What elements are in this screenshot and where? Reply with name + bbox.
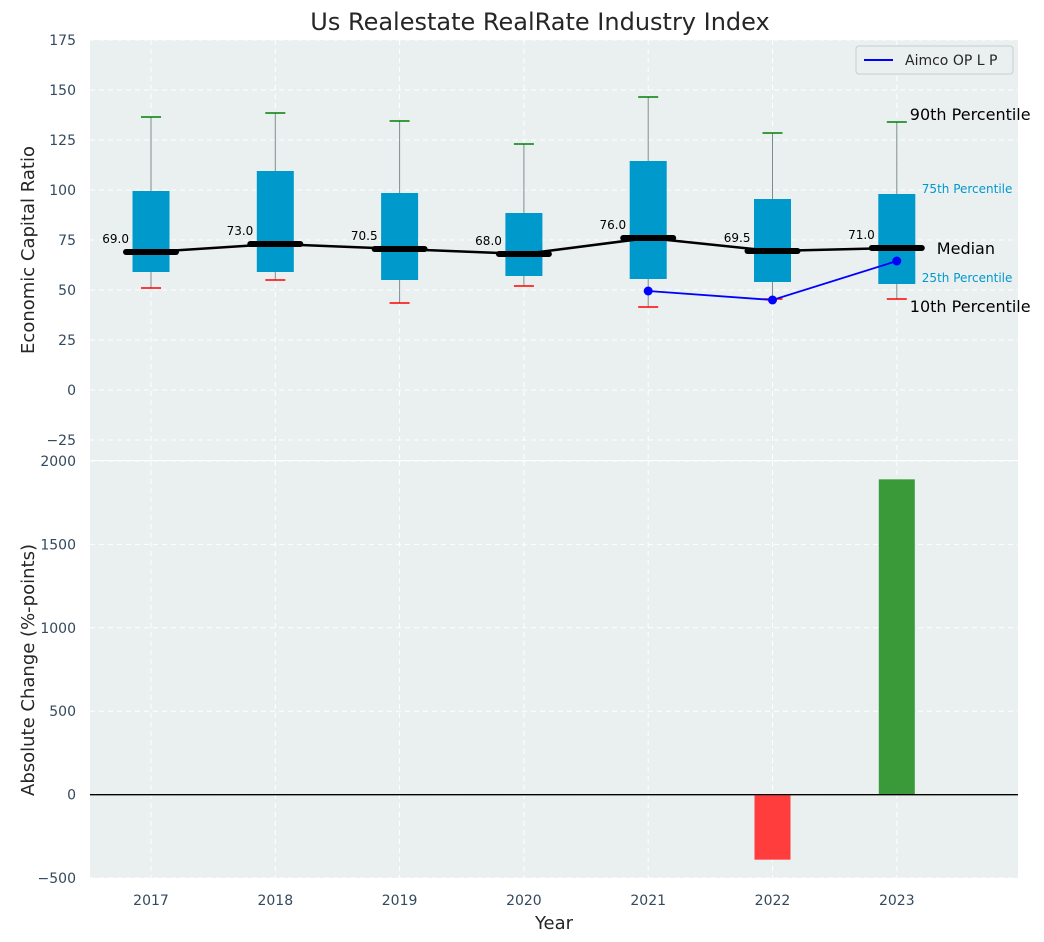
box-2022: [754, 199, 791, 282]
top-y-tick-label: 150: [49, 83, 76, 99]
top-y-tick-label: 100: [49, 183, 76, 199]
company-point-2022: [768, 295, 777, 305]
box-2019: [381, 193, 419, 280]
median-value-label: 71.0: [848, 228, 875, 242]
x-tick-label: 2022: [755, 893, 791, 909]
bottom-y-tick-labels: −500 0 500 1000 1500 2000: [38, 454, 76, 887]
bottom-panel-bars: [90, 479, 1018, 860]
chart-title: Us Realestate RealRate Industry Index: [310, 8, 769, 36]
annotation-90th-percentile: 90th Percentile: [910, 105, 1031, 124]
legend-entry-aimco: Aimco OP L P: [905, 53, 997, 69]
bottom-y-axis-label: Absolute Change (%-points): [18, 544, 39, 796]
x-tick-label: 2019: [382, 893, 418, 909]
box-2021: [629, 161, 667, 279]
top-panel-marks: 69.0 73.0 70.5 68.0 76.0 69.5 71.0: [102, 96, 925, 308]
bar-2023: [878, 479, 915, 795]
annotation-10th-percentile: 10th Percentile: [910, 297, 1031, 316]
top-y-tick-label: 175: [49, 33, 76, 49]
x-axis-label: Year: [534, 913, 574, 934]
legend-frame: [855, 45, 1014, 75]
annotation-median: Median: [937, 239, 995, 258]
top-y-tick-label: 0: [67, 383, 76, 399]
bottom-y-tick-label: 500: [49, 704, 76, 720]
annotation-25th-percentile: 25th Percentile: [922, 271, 1013, 285]
top-y-tick-label: 125: [49, 133, 76, 149]
top-y-axis-label: Economic Capital Ratio: [18, 146, 39, 354]
median-value-label: 68.0: [475, 234, 502, 248]
bottom-y-tick-label: 1500: [40, 537, 76, 553]
bar-2022: [754, 794, 791, 860]
annotation-75th-percentile: 75th Percentile: [922, 182, 1013, 196]
x-tick-label: 2021: [630, 893, 666, 909]
box-2020: [505, 213, 543, 276]
x-tick-label: 2018: [257, 893, 293, 909]
top-y-tick-label: 50: [58, 283, 76, 299]
box-2023: [878, 194, 916, 284]
top-y-tick-labels: −25 0 25 50 75 100 125 150 175: [46, 33, 76, 449]
bottom-y-tick-label: −500: [38, 871, 76, 887]
x-tick-label: 2023: [879, 893, 915, 909]
box-2018: [256, 171, 294, 272]
median-value-label: 69.5: [724, 231, 751, 245]
median-value-label: 76.0: [599, 218, 626, 232]
median-value-label: 69.0: [102, 232, 129, 246]
legend: Aimco OP L P: [855, 45, 1014, 75]
bottom-y-tick-label: 1000: [40, 621, 76, 637]
top-y-tick-label: 75: [58, 233, 76, 249]
bottom-y-tick-label: 2000: [40, 454, 76, 470]
x-tick-label: 2017: [133, 893, 169, 909]
top-y-tick-label: −25: [46, 433, 76, 449]
median-value-label: 73.0: [227, 224, 254, 238]
x-tick-labels: 2017 2018 2019 2020 2021 2022 2023: [133, 893, 914, 909]
company-point-2023: [892, 256, 902, 266]
company-point-2021: [643, 286, 653, 296]
top-y-tick-label: 25: [58, 333, 76, 349]
bottom-y-tick-label: 0: [67, 788, 76, 804]
x-tick-label: 2020: [506, 893, 542, 909]
median-value-label: 70.5: [351, 229, 378, 243]
bottom-panel-background: [90, 461, 1018, 878]
box-2017: [132, 191, 170, 272]
